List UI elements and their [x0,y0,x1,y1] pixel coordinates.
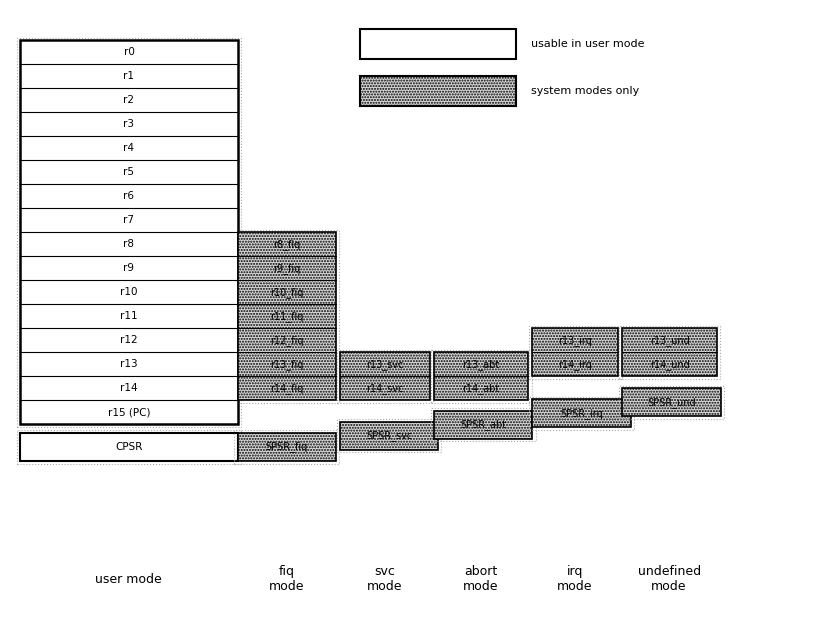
Text: r4: r4 [124,143,134,153]
Bar [529,397,634,430]
Text: r8_fiq: r8_fiq [273,239,301,250]
Text: abort
mode: abort mode [463,566,499,593]
Text: irq
mode: irq mode [557,566,593,593]
Text: r10_fiq: r10_fiq [270,287,303,298]
Bar [619,326,720,379]
Text: svc
mode: svc mode [367,566,403,593]
Text: r13_und: r13_und [649,335,690,346]
Text: r14_svc: r14_svc [366,383,404,394]
Text: r13_irq: r13_irq [559,335,592,346]
Text: r14_fiq: r14_fiq [270,383,303,394]
Bar [340,422,438,450]
Bar [340,352,430,400]
Bar [622,388,721,416]
Bar [20,40,238,424]
Text: SPSR_fiq: SPSR_fiq [265,442,308,452]
Bar [532,399,631,427]
Text: r13_abt: r13_abt [463,359,500,370]
Bar [434,352,528,400]
Bar [431,408,536,441]
Bar [619,386,724,419]
Text: fiq
mode: fiq mode [269,566,305,593]
Text: user mode: user mode [95,573,162,586]
Bar [431,350,532,402]
Text: r7: r7 [124,216,134,226]
Text: r14_und: r14_und [649,359,690,370]
Text: r9: r9 [124,264,134,273]
Bar [360,76,516,106]
Bar [532,328,618,376]
Text: r1: r1 [124,72,134,82]
Text: r15 (PC): r15 (PC) [108,407,150,417]
Text: r6: r6 [124,191,134,201]
Bar [238,232,336,400]
Text: r9_fiq: r9_fiq [273,263,301,274]
Bar [238,433,336,461]
Bar [434,411,532,439]
Text: r11: r11 [120,312,138,321]
Text: r12_fiq: r12_fiq [270,335,303,346]
Text: SPSR_und: SPSR_und [647,397,696,407]
Text: r3: r3 [124,120,134,130]
Text: r13_svc: r13_svc [366,359,404,370]
Text: r2: r2 [124,95,134,105]
Text: usable in user mode: usable in user mode [531,39,645,49]
Bar [234,230,339,402]
Text: r10: r10 [120,287,138,297]
Bar [17,38,241,427]
Text: SPSR_svc: SPSR_svc [366,430,412,441]
Text: r0: r0 [124,47,134,57]
Bar [337,419,441,452]
Text: SPSR_irq: SPSR_irq [560,408,603,419]
Text: r13_fiq: r13_fiq [270,359,303,370]
Text: r12: r12 [120,335,138,345]
Bar [622,328,717,376]
Text: system modes only: system modes only [531,86,639,96]
Text: CPSR: CPSR [115,442,143,452]
Bar [529,326,622,379]
Bar [337,350,433,402]
Bar [17,430,241,464]
Text: undefined
mode: undefined mode [637,566,701,593]
Bar [20,433,238,461]
Text: r13: r13 [120,359,138,369]
Text: r14_irq: r14_irq [559,359,592,370]
Bar [234,430,339,464]
Text: r8: r8 [124,239,134,249]
Bar [360,29,516,59]
Text: r5: r5 [124,168,134,178]
Text: SPSR_abt: SPSR_abt [460,419,506,430]
Text: r11_fiq: r11_fiq [270,311,303,322]
Text: r14: r14 [120,383,138,393]
Text: r14_abt: r14_abt [463,383,500,394]
